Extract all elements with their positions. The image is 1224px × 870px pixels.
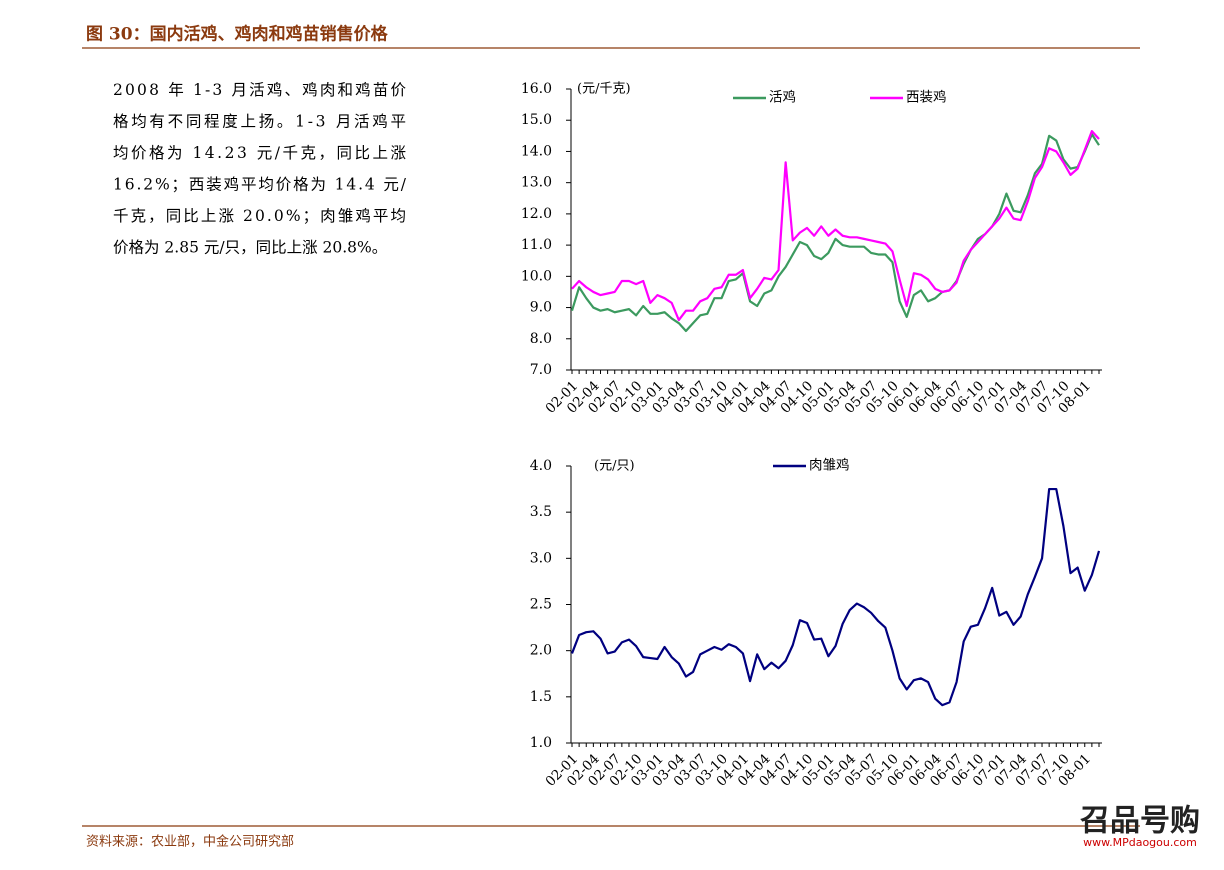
y-tick-label: 15.0	[521, 112, 552, 128]
y-tick-label: 13.0	[521, 175, 552, 191]
y-tick-label: 7.0	[530, 362, 552, 378]
body-text: 格均有不同程度上扬。1-3 月活鸡平	[113, 113, 406, 131]
body-text: 价格为 2.85 元/只，同比上涨 20.8%。	[113, 239, 387, 257]
body-text: 千克，同比上涨 20.0%；肉雏鸡平均	[113, 207, 406, 225]
unit-label: (元/千克)	[577, 82, 631, 97]
y-tick-label: 9.0	[530, 300, 552, 316]
y-tick-label: 1.0	[530, 735, 552, 751]
figure-title: 图 30：国内活鸡、鸡肉和鸡苗销售价格	[86, 24, 389, 45]
y-tick-label: 3.0	[530, 550, 552, 566]
legend-label: 肉雏鸡	[809, 457, 850, 474]
body-text: 2008 年 1-3 月活鸡、鸡肉和鸡苗价	[113, 81, 406, 99]
y-tick-label: 11.0	[521, 237, 552, 253]
y-tick-label: 3.5	[530, 504, 552, 520]
y-tick-label: 1.5	[530, 689, 552, 705]
y-tick-label: 12.0	[521, 206, 552, 222]
source-note: 资料来源：农业部，中金公司研究部	[86, 834, 294, 850]
unit-label: (元/只)	[594, 459, 635, 474]
body-text: 均价格为 14.23 元/千克，同比上涨	[113, 144, 406, 162]
y-tick-label: 16.0	[521, 81, 552, 97]
watermark-logo: 召品号购	[1079, 804, 1200, 839]
y-tick-label: 10.0	[521, 268, 552, 284]
y-tick-label: 2.5	[530, 597, 552, 613]
body-text: 16.2%；西装鸡平均价格为 14.4 元/	[113, 176, 407, 194]
series-line	[570, 133, 1100, 333]
y-tick-label: 8.0	[530, 331, 552, 347]
legend-label: 活鸡	[769, 89, 796, 106]
series-line	[571, 130, 1100, 322]
y-tick-label: 2.0	[530, 643, 552, 659]
legend-label: 西装鸡	[906, 89, 947, 106]
series-line	[570, 487, 1101, 707]
y-tick-label: 14.0	[521, 143, 552, 159]
watermark-url: www.MPdaogou.com	[1083, 836, 1197, 849]
y-tick-label: 4.0	[530, 458, 552, 474]
